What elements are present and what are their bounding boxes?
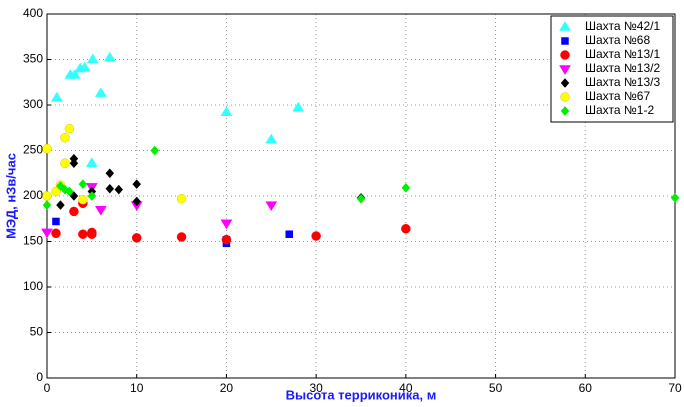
x-axis-title: Высота терриконика, м [286,387,437,402]
point [94,87,107,97]
point [68,68,81,79]
point [132,179,142,190]
legend-marker [559,21,571,31]
point [56,181,65,191]
legend-marker [560,92,570,102]
point [150,145,159,156]
point [78,179,88,190]
point [292,101,305,112]
point [670,192,680,203]
point [52,217,60,226]
legend-marker [560,78,570,88]
y-tick-label: 350 [23,52,43,66]
point [176,232,187,242]
point [50,91,63,102]
point [42,200,52,210]
legend-label: Шахта №13/1 [585,47,660,61]
point [105,168,115,179]
x-tick-label: 50 [489,381,503,395]
point [103,51,116,62]
point [401,182,411,193]
y-tick-label: 100 [23,279,43,293]
point [69,191,79,201]
x-tick-label: 70 [668,381,682,395]
point [401,224,411,234]
legend-marker [561,37,569,45]
y-tick-label: 250 [23,143,43,157]
point [78,194,88,205]
x-tick-label: 30 [309,381,323,395]
point [85,157,98,167]
x-tick-label: 10 [130,381,144,395]
y-tick-label: 50 [30,325,44,339]
point [105,183,115,194]
point [60,133,70,143]
point [86,53,99,64]
point [78,61,91,72]
point [60,158,70,168]
point [42,191,52,201]
legend-label: Шахта №67 [585,89,650,103]
point [221,234,232,245]
y-tick-label: 0 [36,370,43,384]
point [65,186,74,197]
point [356,193,366,204]
x-tick-label: 60 [579,381,593,395]
y-tick-label: 200 [23,188,43,202]
point [311,231,321,241]
legend-box [550,15,674,123]
legend-marker [560,106,570,116]
legend-marker [560,50,570,60]
point [265,201,278,212]
legend-label: Шахта №13/2 [585,61,660,75]
legend-label: Шахта №68 [585,33,650,47]
point [64,123,75,134]
point [56,200,65,210]
y-tick-label: 300 [23,97,43,111]
legend-marker [559,65,571,75]
point [114,184,124,195]
point [69,158,79,169]
x-tick-label: 20 [220,381,234,395]
point [176,193,187,204]
point [94,205,107,216]
point [87,191,97,201]
y-axis-title: МЭД, нЗв/час [3,153,18,239]
point [285,230,293,238]
point [220,106,233,117]
point [220,219,233,230]
point [131,233,142,243]
point [41,228,53,239]
point [87,227,97,238]
point [51,228,61,239]
point [69,206,79,217]
point [78,229,88,239]
legend-label: Шахта №13/3 [585,75,660,89]
x-tick-label: 0 [44,381,51,395]
x-tick-label: 40 [399,381,413,395]
y-tick-label: 150 [23,234,43,248]
point [265,133,278,144]
point [132,196,142,207]
legend-label: Шахта №1-2 [585,103,654,117]
y-tick-label: 400 [23,6,43,20]
point [42,143,52,154]
legend-label: Шахта №42/1 [585,19,660,33]
